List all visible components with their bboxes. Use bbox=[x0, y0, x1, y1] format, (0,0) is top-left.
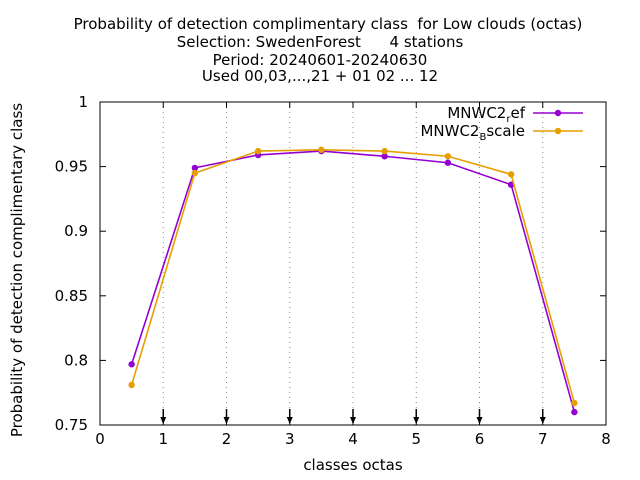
x-tick-label-0: 0 bbox=[95, 430, 105, 448]
x-tick-label-2: 2 bbox=[222, 430, 232, 448]
data-point-s1-8 bbox=[571, 408, 578, 416]
data-point-s2-1 bbox=[128, 381, 135, 389]
chart-subtitle-used: Used 00,03,...,21 + 01 02 ... 12 bbox=[201, 67, 439, 85]
arrow-marker-head-2 bbox=[223, 417, 230, 424]
data-point-s2-8 bbox=[571, 399, 578, 407]
chart-title: Probability of detection complimentary c… bbox=[73, 15, 583, 33]
x-axis-label: classes octas bbox=[303, 456, 403, 474]
x-tick-label-8: 8 bbox=[601, 430, 611, 448]
arrow-marker-head-1 bbox=[160, 417, 167, 424]
y-tick-label-0.8: 0.8 bbox=[64, 351, 88, 369]
series-line-1 bbox=[130, 150, 576, 413]
x-tick-label-3: 3 bbox=[285, 430, 295, 448]
x-tick-label-4: 4 bbox=[348, 430, 358, 448]
y-tick-label-0.95: 0.95 bbox=[55, 158, 88, 176]
data-point-s2-2 bbox=[191, 169, 199, 177]
legend-marker-series-1 bbox=[554, 109, 562, 117]
y-axis-label: Probability of detection complimentary c… bbox=[8, 102, 26, 438]
data-point-s1-6 bbox=[444, 159, 452, 166]
data-point-s2-7 bbox=[507, 171, 515, 178]
arrow-marker-head-5 bbox=[413, 417, 420, 424]
x-tick-label-5: 5 bbox=[411, 430, 421, 448]
data-point-s2-5 bbox=[381, 147, 388, 155]
x-tick-label-7: 7 bbox=[538, 430, 548, 448]
arrow-marker-head-3 bbox=[286, 417, 293, 424]
data-point-s1-2 bbox=[191, 164, 199, 172]
data-point-s1-5 bbox=[381, 153, 388, 160]
data-point-s2-6 bbox=[444, 153, 452, 160]
chart-subtitle-selection: Selection: SwedenForest 4 stations bbox=[176, 33, 464, 51]
arrow-marker-head-6 bbox=[476, 417, 483, 424]
x-tick-label-1: 1 bbox=[158, 430, 168, 448]
legend-marker-series-2 bbox=[554, 127, 562, 135]
y-tick-label-1: 1 bbox=[78, 93, 88, 111]
y-tick-label-0.85: 0.85 bbox=[55, 287, 88, 305]
y-tick-label-0.9: 0.9 bbox=[64, 222, 88, 240]
data-point-s1-1 bbox=[128, 361, 135, 368]
arrow-marker-head-7 bbox=[539, 417, 546, 424]
legend-label-series-2: MNWC2Bscale bbox=[420, 122, 525, 143]
y-tick-label-0.75: 0.75 bbox=[55, 416, 88, 434]
legend-label-series-1: MNWC2ref bbox=[447, 104, 525, 125]
chart-subtitle-period: Period: 20240601-20240630 bbox=[212, 51, 428, 69]
arrow-marker-head-4 bbox=[350, 417, 356, 424]
series-line-2 bbox=[130, 149, 576, 404]
data-point-s2-3 bbox=[254, 147, 262, 155]
x-tick-label-6: 6 bbox=[475, 430, 485, 448]
data-point-s2-4 bbox=[318, 146, 325, 154]
